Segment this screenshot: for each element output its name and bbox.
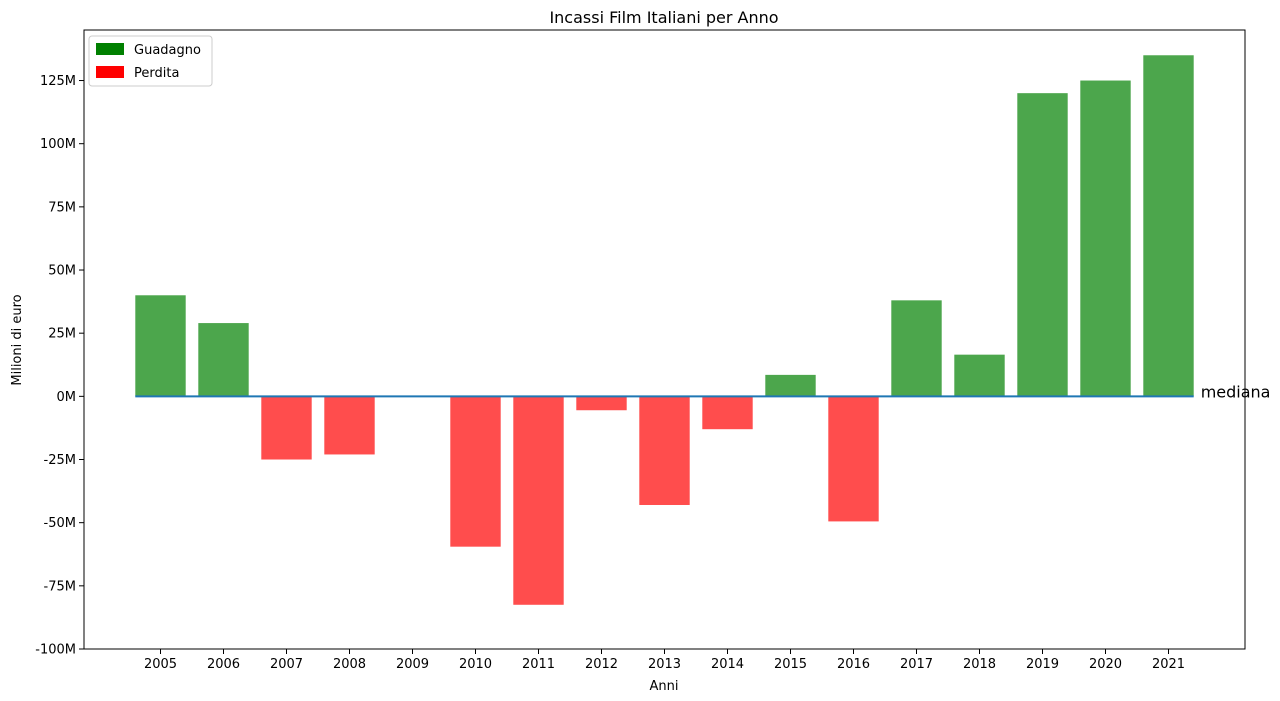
bar-2007 bbox=[261, 396, 312, 460]
bar-2013 bbox=[639, 396, 690, 505]
x-tick-label: 2018 bbox=[963, 657, 996, 672]
legend-swatch-guadagno bbox=[96, 43, 124, 55]
bar-2011 bbox=[513, 396, 564, 605]
plot-frame bbox=[83, 29, 1246, 650]
x-tick-label: 2010 bbox=[459, 657, 492, 672]
x-tick-label: 2006 bbox=[207, 657, 240, 672]
x-tick-label: 2017 bbox=[900, 657, 933, 672]
legend-label-perdita: Perdita bbox=[134, 66, 179, 81]
y-tick-label: -25M bbox=[44, 453, 76, 468]
x-tick-label: 2014 bbox=[711, 657, 744, 672]
y-axis: -100M -75M -50M -25M 0M 25M 50M 75M 100M 125M bbox=[35, 74, 84, 658]
bar-2019 bbox=[1017, 93, 1068, 397]
bar-2018 bbox=[954, 354, 1005, 397]
bar-2006 bbox=[198, 323, 249, 397]
y-tick-label: 0M bbox=[57, 390, 77, 405]
x-tick-label: 2019 bbox=[1026, 657, 1059, 672]
x-tick-label: 2007 bbox=[270, 657, 303, 672]
bar-2005 bbox=[135, 295, 186, 397]
y-tick-label: 125M bbox=[40, 74, 76, 89]
y-tick-label: -50M bbox=[44, 516, 76, 531]
plot-area: mediana bbox=[135, 55, 1270, 605]
legend: Guadagno Perdita bbox=[88, 35, 213, 87]
x-tick-label: 2008 bbox=[333, 657, 366, 672]
legend-swatch-perdita bbox=[96, 66, 124, 78]
bar-2016 bbox=[828, 396, 879, 522]
bar-2020 bbox=[1080, 80, 1131, 397]
x-tick-label: 2005 bbox=[144, 657, 177, 672]
x-axis: 2005 2006 2007 2008 2009 2010 2011 2012 2013 2014… bbox=[144, 649, 1185, 672]
y-tick-label: 25M bbox=[48, 327, 76, 342]
x-tick-label: 2011 bbox=[522, 657, 555, 672]
x-axis-label: Anni bbox=[650, 679, 679, 694]
y-axis-label: Milioni di euro bbox=[10, 294, 25, 385]
bar-2012 bbox=[576, 396, 627, 411]
bar-2010 bbox=[450, 396, 501, 547]
x-tick-label: 2016 bbox=[837, 657, 870, 672]
y-tick-label: 50M bbox=[48, 264, 76, 279]
bar-2008 bbox=[324, 396, 375, 455]
x-tick-label: 2013 bbox=[648, 657, 681, 672]
y-tick-label: -75M bbox=[44, 579, 76, 594]
y-tick-label: 75M bbox=[48, 200, 76, 215]
x-tick-label: 2020 bbox=[1089, 657, 1122, 672]
chart-title: Incassi Film Italiani per Anno bbox=[549, 8, 778, 27]
bar-2021 bbox=[1143, 55, 1194, 397]
x-tick-label: 2012 bbox=[585, 657, 618, 672]
x-tick-label: 2021 bbox=[1152, 657, 1185, 672]
legend-label-guadagno: Guadagno bbox=[134, 43, 201, 58]
bar-2017 bbox=[891, 300, 942, 397]
y-tick-label: -100M bbox=[35, 643, 76, 658]
y-tick-label: 100M bbox=[40, 137, 76, 152]
median-label: mediana bbox=[1201, 382, 1271, 401]
bar-2015 bbox=[765, 374, 816, 397]
x-tick-label: 2015 bbox=[774, 657, 807, 672]
bar-2014 bbox=[702, 396, 753, 430]
x-tick-label: 2009 bbox=[396, 657, 429, 672]
